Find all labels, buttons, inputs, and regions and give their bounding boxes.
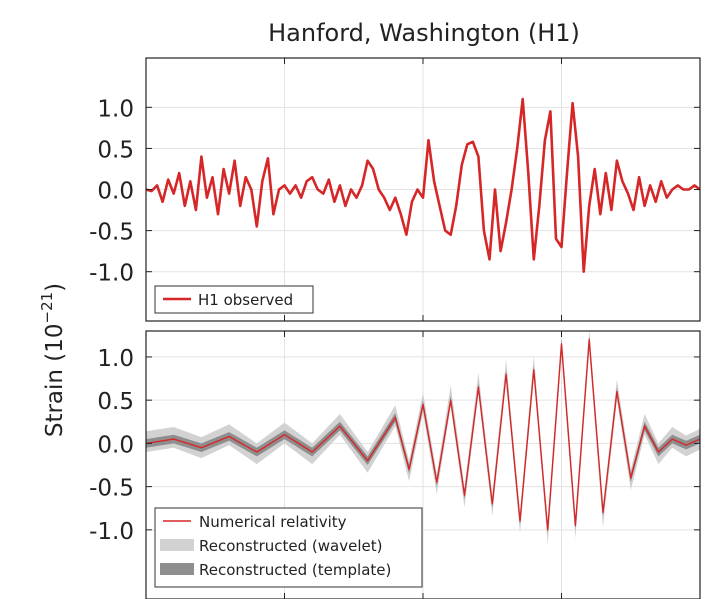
legend: Numerical relativity Reconstructed (wavel…	[154, 507, 423, 588]
y-tick-label: -1.0	[89, 261, 134, 287]
plot-area	[146, 331, 700, 545]
y-axis-label: Strain (10−21)	[38, 283, 68, 437]
legend-label: Reconstructed (template)	[199, 561, 391, 579]
legend-swatch-wavelet	[160, 539, 194, 551]
y-tick-label: 1.0	[97, 96, 134, 122]
panel-top: 1.0 0.5 0.0 -0.5 -1.0 H1 observed	[89, 57, 701, 322]
y-tick-label: 0.5	[97, 389, 134, 415]
legend-label: Numerical relativity	[199, 513, 347, 531]
y-tick-label: -0.5	[89, 220, 134, 246]
legend: H1 observed	[154, 285, 314, 314]
y-tick-label: 0.0	[97, 179, 134, 205]
plot-area	[146, 97, 700, 273]
panel-bottom: 1.0 0.5 0.0 -0.5 -1.0 Numerical relativity Rec…	[89, 330, 701, 599]
y-tick-label: 0.0	[97, 432, 134, 458]
legend-label: Reconstructed (wavelet)	[199, 537, 382, 555]
series-numerical-relativity	[146, 338, 700, 531]
series-h1-observed	[146, 97, 700, 273]
legend-box	[154, 507, 423, 588]
y-tick-label: -0.5	[89, 476, 134, 502]
chart-title: Hanford, Washington (H1)	[268, 19, 580, 47]
y-tick-label: 1.0	[97, 346, 134, 372]
y-tick-label: 0.5	[97, 137, 134, 163]
legend-swatch-template	[160, 563, 194, 575]
legend-label: H1 observed	[198, 291, 293, 309]
y-tick-label: -1.0	[89, 519, 134, 545]
